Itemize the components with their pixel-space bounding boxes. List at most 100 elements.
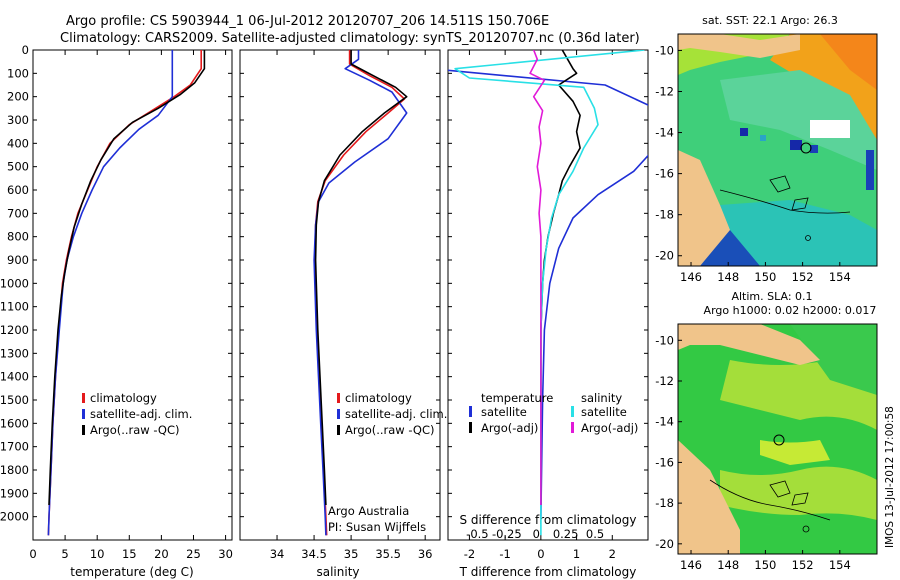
map-lat-label: -16 <box>655 167 674 181</box>
legend-swatch-climatology <box>337 393 340 403</box>
xtick-label: 25 <box>186 547 201 561</box>
sst-cold-pixel <box>740 128 748 136</box>
ytick-label: 800 <box>7 230 29 244</box>
sla-mid-zone <box>678 324 877 395</box>
map-lon-label: 148 <box>717 270 739 284</box>
ytick-label: 1100 <box>0 300 29 314</box>
footer-stamp: IMOS 13-Jul-2012 17:00:58 <box>884 406 896 548</box>
xtick-label: 2 <box>609 547 616 561</box>
series-layer <box>47 50 648 536</box>
legend-label-satellite: satellite-adj. clim. <box>345 407 447 421</box>
map-lon-label: 148 <box>717 558 739 572</box>
map-lon-label: 146 <box>680 270 702 284</box>
ytick-label: 1000 <box>0 276 29 290</box>
sla-peak <box>760 440 830 465</box>
reef-outline <box>791 197 809 211</box>
difference-xlabel: T difference from climatology <box>459 565 637 579</box>
map-lon-label: 152 <box>792 270 814 284</box>
map-lat-label: -12 <box>655 374 674 388</box>
map-lat-label: -12 <box>655 84 674 98</box>
difference-legend: temperature satellite Argo(-adj) salinit… <box>469 391 638 435</box>
land-australia <box>678 150 730 266</box>
xtick-label: 35.5 <box>375 547 401 561</box>
argo-float-marker <box>773 434 785 446</box>
legend-title-temperature: temperature <box>481 391 553 405</box>
legend-swatch-argo <box>82 425 85 435</box>
header-line2: Climatology: CARS2009. Satellite-adjuste… <box>60 31 640 46</box>
map-top-title: sat. SST: 22.1 Argo: 26.3 <box>702 14 838 27</box>
legend-title-salinity: salinity <box>581 391 622 405</box>
isobath-contour <box>719 189 851 214</box>
temperature-legend: climatology satellite-adj. clim. Argo(..… <box>82 391 192 437</box>
xtick-label: 36 <box>418 547 433 561</box>
stick-label: 0 <box>533 527 540 541</box>
land-australia <box>678 440 740 554</box>
temperature-series-group <box>47 50 206 536</box>
stick-label: -0.25 <box>492 527 522 541</box>
map-lon-label: 154 <box>829 558 851 572</box>
stick-label: 0.5 <box>586 527 604 541</box>
xtick-label: 15 <box>122 547 137 561</box>
ytick-label: 600 <box>7 183 29 197</box>
legend-label-s-argo: Argo(-adj) <box>581 421 638 435</box>
salinity-xlabel: salinity <box>316 565 359 579</box>
map-lat-label: -10 <box>655 43 674 57</box>
xtick-label: 0 <box>537 547 544 561</box>
sst-cool-band <box>720 70 877 170</box>
sst-cold-pixel <box>790 140 802 150</box>
difference-xlabel-top: S difference from climatology <box>460 513 637 527</box>
ytick-label: 700 <box>7 206 29 220</box>
salinity-legend: climatology satellite-adj. clim. Argo(..… <box>328 391 447 534</box>
map-ticks: 146 148 150 152 154 -10 -12 -14 -16 -18 -20 146 148 1… <box>655 43 851 572</box>
stick-label: -0.5 <box>466 527 488 541</box>
sla-map <box>678 324 877 554</box>
xtick-label: -1 <box>499 547 510 561</box>
map-lon-label: 150 <box>754 558 776 572</box>
xtick-label: 30 <box>218 547 233 561</box>
legend-label-climatology: climatology <box>90 391 157 405</box>
map-bottom-title1: Altim. SLA: 0.1 <box>731 290 812 303</box>
sst-map <box>678 34 877 266</box>
ytick-label: 1700 <box>0 440 29 454</box>
ytick-label: 1200 <box>0 323 29 337</box>
sst-hottest-zone <box>820 34 877 90</box>
map-lat-label: -20 <box>655 249 674 263</box>
header-line1: Argo profile: CS 5903944_1 06-Jul-2012 2… <box>66 14 549 29</box>
xtick-label: 34 <box>270 547 285 561</box>
sst-cold-pixel <box>810 145 818 153</box>
ytick-label: 1300 <box>0 346 29 360</box>
map-lat-label: -14 <box>655 415 674 429</box>
legend-swatch-argo <box>337 425 340 435</box>
legend-label-s-satellite: satellite <box>581 405 627 419</box>
series-line <box>314 50 408 506</box>
ytick-label: 1600 <box>0 416 29 430</box>
axis-ticks: 0 5 10 15 20 25 300100200300400500600700800900… <box>0 43 648 561</box>
stick-label: 0.25 <box>553 527 579 541</box>
series-line <box>48 50 206 506</box>
map-lat-label: -10 <box>655 333 674 347</box>
temperature-panel <box>32 49 233 541</box>
map-lon-label: 154 <box>829 270 851 284</box>
ytick-label: 400 <box>7 136 29 150</box>
series-line <box>454 50 645 536</box>
legend-swatch-climatology <box>82 393 85 403</box>
ytick-label: 0 <box>22 43 29 57</box>
temperature-xlabel: temperature (deg C) <box>70 565 193 579</box>
sst-cold-pixel <box>866 150 874 190</box>
difference-axis: -2 -1 0 1 2 -0.5 -0.25 0 0.25 0.5 <box>448 49 648 561</box>
series-line <box>529 50 546 505</box>
reef-outline <box>769 175 791 193</box>
ytick-label: 900 <box>7 253 29 267</box>
series-line <box>448 69 648 517</box>
xtick-label: 10 <box>90 547 105 561</box>
legend-label-climatology: climatology <box>345 391 412 405</box>
difference-series-group <box>448 50 648 536</box>
map-lat-label: -14 <box>655 126 674 140</box>
sla-high-band <box>720 466 877 520</box>
legend-swatch-satellite <box>82 409 85 419</box>
ytick-label: 100 <box>7 66 29 80</box>
legend-label-satellite: satellite-adj. clim. <box>90 407 192 421</box>
map-lon-label: 152 <box>792 558 814 572</box>
sst-cold-band <box>720 200 877 266</box>
